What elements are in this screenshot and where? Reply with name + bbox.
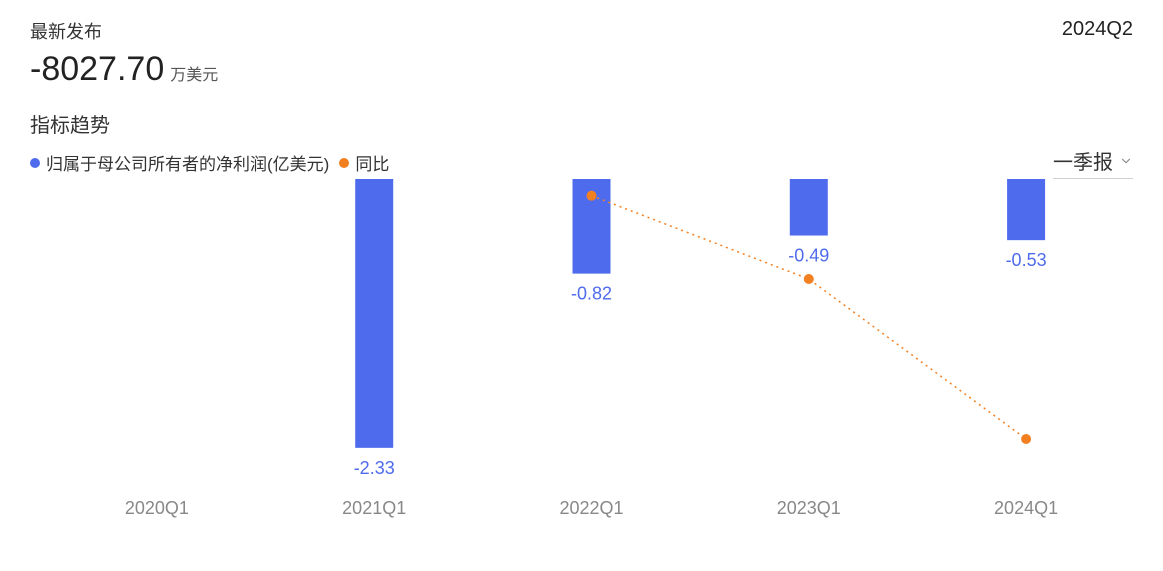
chart-bar [790, 179, 828, 236]
latest-unit: 万美元 [170, 61, 218, 85]
latest-value: -8027.70 [30, 50, 164, 89]
legend-item-series2: 同比 [339, 150, 389, 175]
bar-value-label: -0.49 [788, 246, 829, 266]
legend-item-series1: 归属于母公司所有者的净利润(亿美元) [30, 150, 329, 175]
x-axis-label: 2022Q1 [559, 498, 623, 518]
chart-area: -2.33 -0.82 -0.49 -0.53 2020Q1 2021Q1 2022Q1 20… [30, 179, 1133, 539]
period-selector[interactable]: 一季报 [1053, 146, 1133, 179]
latest-value-row: -8027.70 万美元 [30, 50, 218, 89]
legend-dot-series1 [30, 158, 40, 168]
x-axis-label: 2020Q1 [125, 498, 189, 518]
bar-value-label: -2.33 [354, 458, 395, 478]
chart-bar [1007, 179, 1045, 240]
legend-row: 归属于母公司所有者的净利润(亿美元) 同比 一季报 [30, 146, 1133, 179]
latest-release-label: 最新发布 [30, 18, 218, 44]
x-axis-label: 2023Q1 [777, 498, 841, 518]
period-selector-label: 一季报 [1053, 146, 1113, 175]
bar-value-label: -0.82 [571, 284, 612, 304]
yoy-point [804, 274, 814, 284]
chart-bar [355, 179, 393, 448]
legend-dot-series2 [339, 158, 349, 168]
yoy-point [1021, 434, 1031, 444]
period-label: 2024Q2 [1062, 18, 1133, 41]
chart-svg: -2.33 -0.82 -0.49 -0.53 2020Q1 2021Q1 2022Q1 20… [30, 179, 1133, 539]
legend-label-series2: 同比 [355, 150, 389, 175]
trend-title: 指标趋势 [30, 109, 1133, 138]
chevron-down-icon [1119, 154, 1133, 168]
legend-label-series1: 归属于母公司所有者的净利润(亿美元) [46, 150, 329, 175]
x-axis-label: 2024Q1 [994, 498, 1058, 518]
yoy-point [587, 191, 597, 201]
x-axis-label: 2021Q1 [342, 498, 406, 518]
header-row: 最新发布 -8027.70 万美元 2024Q2 [30, 18, 1133, 89]
bar-value-label: -0.53 [1006, 250, 1047, 270]
header-left: 最新发布 -8027.70 万美元 [30, 18, 218, 89]
